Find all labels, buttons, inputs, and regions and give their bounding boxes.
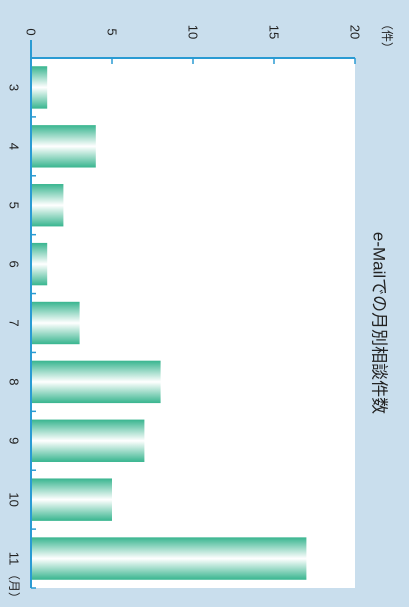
- value-unit-label: （件）: [380, 18, 394, 54]
- value-tick-label-20: 20: [348, 25, 363, 39]
- bar-11: [31, 537, 307, 580]
- bar-10: [31, 478, 112, 521]
- bar-5: [31, 184, 64, 227]
- chart-title: e-Mailでの月別相談件数: [370, 232, 389, 414]
- value-tick-label-0: 0: [24, 28, 39, 35]
- bar-9: [31, 419, 145, 462]
- value-tick-label-10: 10: [186, 25, 201, 39]
- bar-3: [31, 66, 48, 109]
- category-tick-label-8: 8: [7, 378, 22, 385]
- category-tick-label-6: 6: [7, 260, 22, 267]
- category-tick-label-9: 9: [7, 437, 22, 444]
- category-tick-label-4: 4: [7, 143, 22, 150]
- category-tick-label-10: 10: [7, 492, 22, 506]
- bar-4: [31, 125, 96, 168]
- category-unit-label: （月）: [7, 568, 21, 602]
- category-tick-label-3: 3: [7, 84, 22, 91]
- bar-8: [31, 360, 161, 404]
- bar-6: [31, 242, 48, 286]
- category-tick-label-7: 7: [7, 319, 22, 326]
- category-tick-label-5: 5: [7, 202, 22, 209]
- category-tick-label-11: 11: [7, 552, 22, 566]
- value-tick-label-15: 15: [267, 25, 282, 39]
- bar-7: [31, 301, 80, 345]
- value-tick-label-5: 5: [105, 28, 120, 35]
